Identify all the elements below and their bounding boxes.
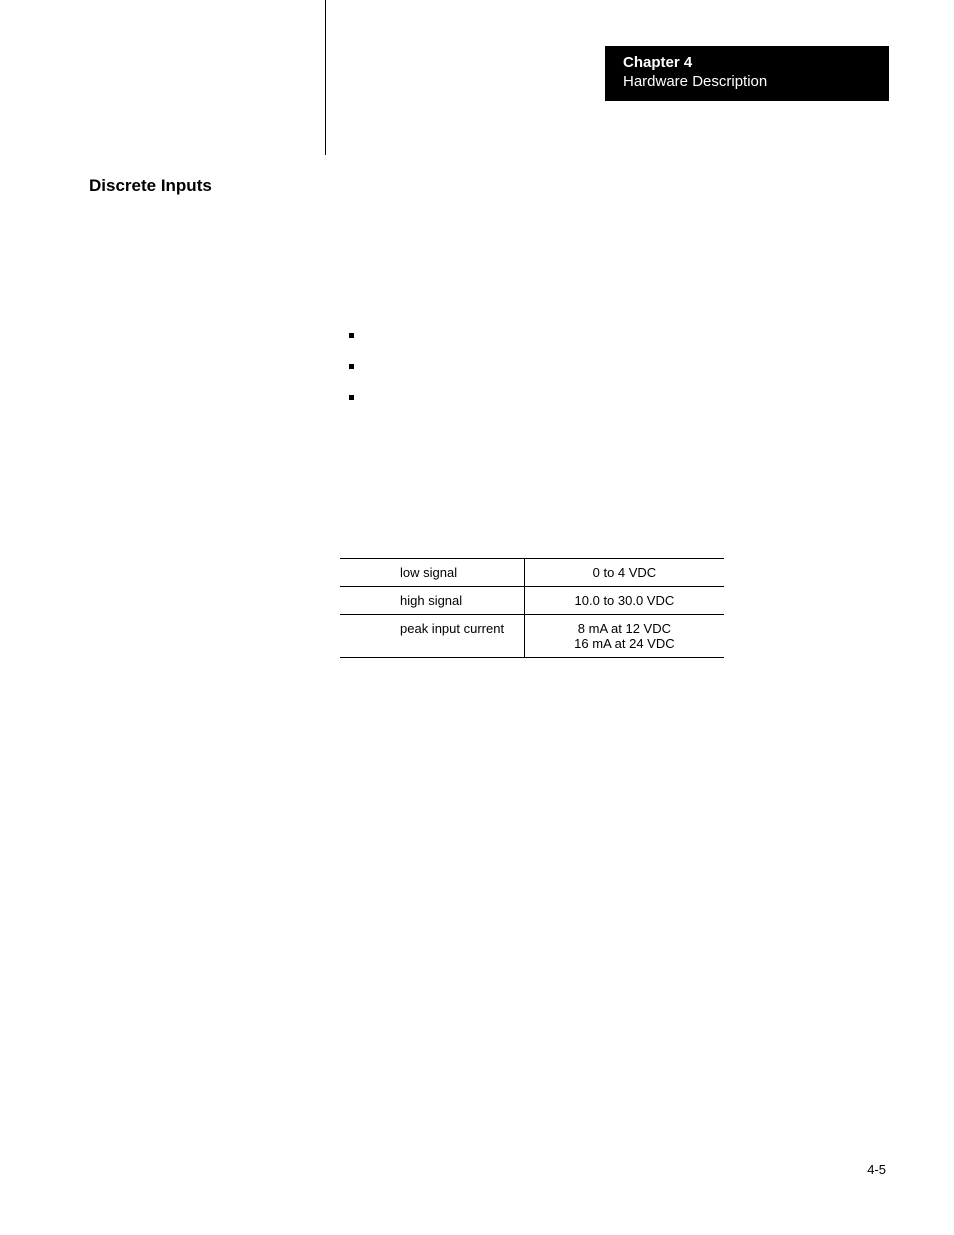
table-cell-label: high signal xyxy=(340,587,524,615)
chapter-title: Hardware Description xyxy=(623,72,871,92)
table-row: low signal 0 to 4 VDC xyxy=(340,559,724,587)
bullet-icon xyxy=(349,395,354,400)
table-cell-value-line1: 8 mA at 12 VDC xyxy=(578,621,671,636)
bullet-list xyxy=(349,333,354,426)
table-cell-label: peak input current xyxy=(340,615,524,658)
bullet-icon xyxy=(349,364,354,369)
table-cell-value: 8 mA at 12 VDC 16 mA at 24 VDC xyxy=(524,615,724,658)
table-row: peak input current 8 mA at 12 VDC 16 mA … xyxy=(340,615,724,658)
table-row: high signal 10.0 to 30.0 VDC xyxy=(340,587,724,615)
bullet-icon xyxy=(349,333,354,338)
table-cell-value: 0 to 4 VDC xyxy=(524,559,724,587)
chapter-number: Chapter 4 xyxy=(623,54,871,72)
page-number: 4-5 xyxy=(867,1162,886,1177)
table-cell-label: low signal xyxy=(340,559,524,587)
table-cell-value: 10.0 to 30.0 VDC xyxy=(524,587,724,615)
specs-table: low signal 0 to 4 VDC high signal 10.0 t… xyxy=(340,558,724,658)
vertical-divider xyxy=(325,0,326,155)
chapter-header: Chapter 4 Hardware Description xyxy=(605,46,889,101)
section-title: Discrete Inputs xyxy=(89,176,212,196)
table-cell-value-line2: 16 mA at 24 VDC xyxy=(574,636,674,651)
